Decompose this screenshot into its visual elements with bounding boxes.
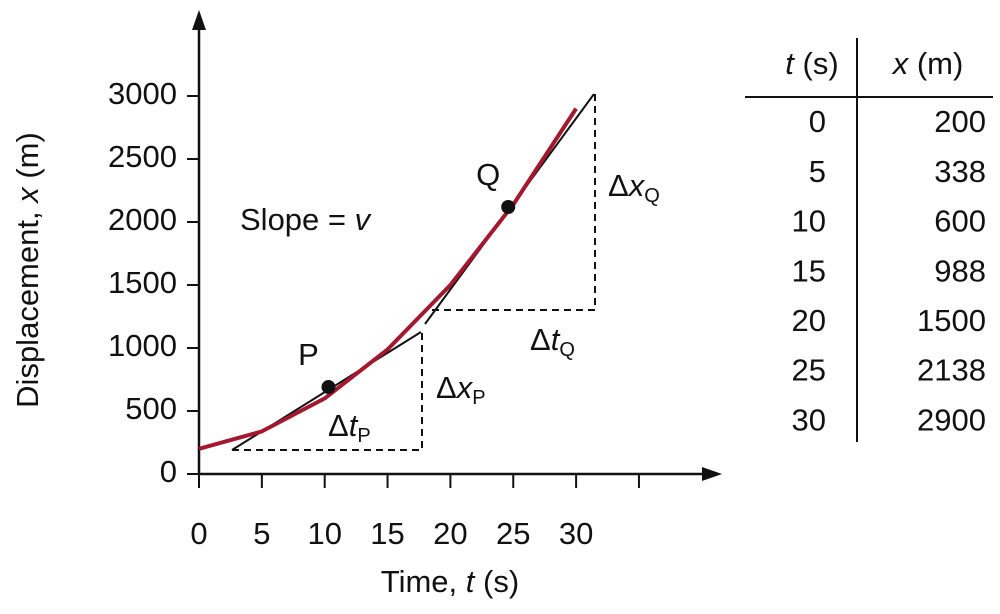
y-label-text: Displacement, bbox=[10, 211, 45, 407]
x-tick-label: 25 bbox=[496, 516, 530, 551]
subscript: P bbox=[472, 387, 485, 409]
point-label: Q bbox=[476, 157, 500, 192]
x-tick-label: 20 bbox=[433, 516, 467, 551]
symbol: x bbox=[455, 370, 474, 405]
delta-t-q: ΔtQ bbox=[530, 322, 575, 361]
y-label-unit: (m) bbox=[10, 132, 45, 178]
x-tick-label: 15 bbox=[370, 516, 404, 551]
table-cell: 0 bbox=[809, 104, 826, 139]
triangle-q bbox=[432, 94, 596, 311]
table-cell: 1500 bbox=[917, 303, 986, 338]
y-tick-label: 2500 bbox=[108, 139, 177, 174]
delta: Δ bbox=[530, 322, 551, 357]
header-symbol: t bbox=[785, 46, 795, 81]
symbol: t bbox=[349, 408, 359, 443]
table-cell: 600 bbox=[934, 204, 986, 239]
y-tick-label: 0 bbox=[160, 454, 177, 489]
delta: Δ bbox=[608, 168, 629, 203]
symbol: t bbox=[551, 322, 561, 357]
x-tick-label: 30 bbox=[559, 516, 593, 551]
delta-x-q: ΔxQ bbox=[608, 168, 660, 207]
y-axis-arrow bbox=[192, 10, 206, 30]
table-cell: 20 bbox=[792, 303, 826, 338]
delta-x-p: ΔxP bbox=[436, 370, 486, 409]
point bbox=[321, 380, 336, 395]
point bbox=[501, 200, 516, 215]
y-axis-label: Displacement, x (m) bbox=[10, 132, 45, 408]
header-unit: (s) bbox=[803, 46, 839, 81]
slope-text: Slope = bbox=[240, 202, 346, 237]
x-tick-label: 10 bbox=[307, 516, 341, 551]
x-tick-label: 5 bbox=[253, 516, 270, 551]
table-cell: 5 bbox=[809, 154, 826, 189]
y-tick-label: 2000 bbox=[108, 202, 177, 237]
delta: Δ bbox=[436, 370, 457, 405]
table-cell: 25 bbox=[792, 353, 826, 388]
table-header: t (s) bbox=[785, 46, 838, 81]
y-tick-label: 500 bbox=[125, 391, 177, 426]
table-header: x (m) bbox=[891, 46, 964, 81]
table-cell: 30 bbox=[792, 402, 826, 437]
header-symbol: x bbox=[891, 46, 910, 81]
x-label-unit: (s) bbox=[483, 564, 519, 599]
y-tick-label: 3000 bbox=[108, 76, 177, 111]
header-unit: (m) bbox=[917, 46, 963, 81]
y-tick-label: 1500 bbox=[108, 265, 177, 300]
table-cell: 10 bbox=[792, 204, 826, 239]
x-axis-label: Time, t (s) bbox=[381, 564, 519, 599]
table-cell: 988 bbox=[934, 253, 986, 288]
y-label-symbol: x bbox=[10, 186, 45, 205]
x-tick-label: 0 bbox=[190, 516, 207, 551]
data-line bbox=[198, 107, 578, 451]
x-label-symbol: t bbox=[466, 564, 476, 599]
x-axis-arrow bbox=[702, 467, 722, 481]
y-tick-label: 1000 bbox=[108, 328, 177, 363]
table-cell: 200 bbox=[934, 104, 986, 139]
table-cell: 2138 bbox=[917, 353, 986, 388]
point-label: P bbox=[298, 337, 319, 372]
slope-annotation: Slope = v bbox=[240, 202, 372, 237]
triangle-p bbox=[232, 332, 423, 451]
x-label-text: Time, bbox=[381, 564, 457, 599]
subscript: Q bbox=[559, 339, 575, 361]
subscript: P bbox=[357, 425, 370, 447]
delta-t-p: ΔtP bbox=[328, 408, 371, 447]
symbol: x bbox=[627, 168, 646, 203]
subscript: Q bbox=[644, 185, 660, 207]
slope-symbol: v bbox=[355, 202, 372, 237]
table-cell: 338 bbox=[934, 154, 986, 189]
table-cell: 15 bbox=[792, 253, 826, 288]
delta: Δ bbox=[328, 408, 349, 443]
table-cell: 2900 bbox=[917, 402, 986, 437]
